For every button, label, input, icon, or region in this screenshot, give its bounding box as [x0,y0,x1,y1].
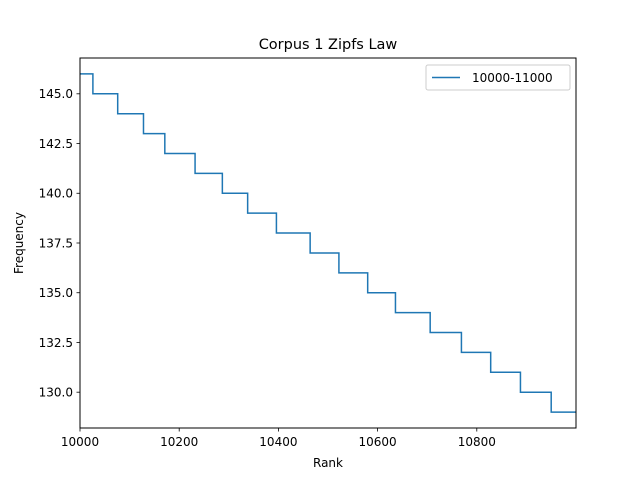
y-tick-label: 140.0 [39,187,73,201]
x-tick-label: 10400 [259,435,297,449]
y-tick-label: 137.5 [39,236,73,250]
chart-title: Corpus 1 Zipfs Law [259,37,398,53]
x-tick-label: 10200 [160,435,198,449]
series-line-0 [80,73,576,413]
x-axis-ticks: 10000 10200 10400 10600 10800 [61,428,496,449]
legend-label: 10000-11000 [472,71,553,85]
y-tick-label: 145.0 [39,87,73,101]
y-tick-label: 132.5 [39,336,73,350]
legend: 10000-11000 [425,64,571,91]
y-tick-label: 130.0 [39,385,73,399]
x-tick-label: 10000 [61,435,99,449]
x-axis-label: Rank [313,456,343,470]
y-tick-label: 135.0 [39,286,73,300]
y-tick-label: 142.5 [39,137,73,151]
plot-layer [80,73,576,413]
legend-box [425,64,571,91]
y-axis-ticks: 130.0 132.5 135.0 137.5 140.0 142.5 145.0 [39,87,80,399]
y-axis-label: Frequency [12,212,26,274]
x-tick-label: 10800 [458,435,496,449]
x-tick-label: 10600 [359,435,397,449]
